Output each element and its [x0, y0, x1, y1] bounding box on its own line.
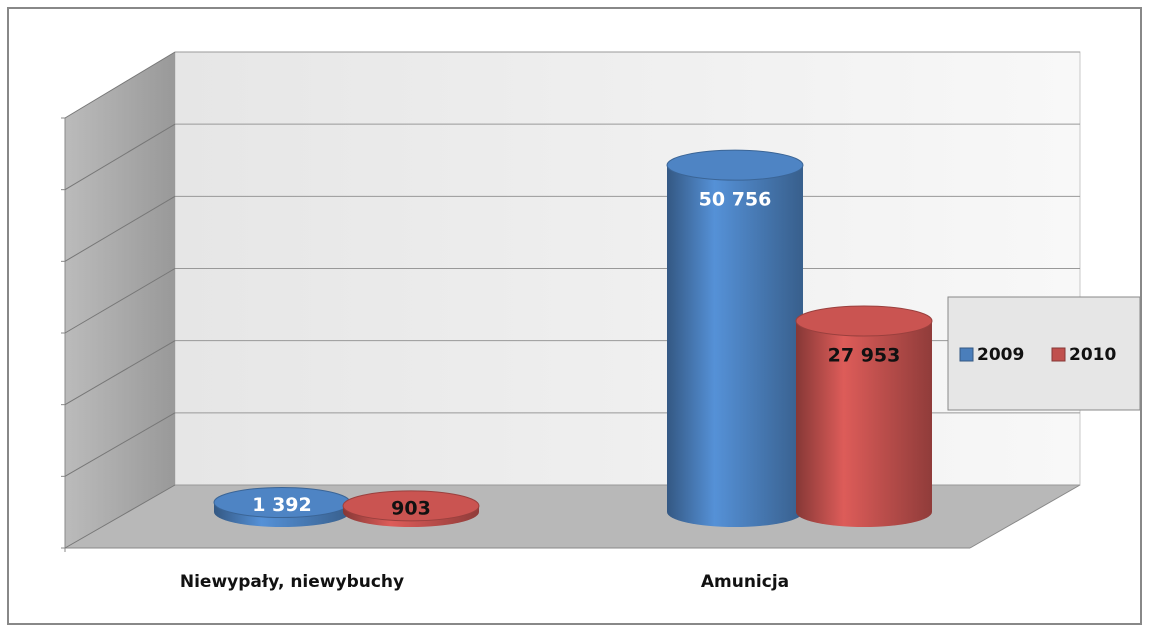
grid-line-side	[64, 195, 176, 262]
grid-line-side	[64, 123, 176, 191]
legend-label: 2010	[1069, 345, 1116, 365]
grid-line-side	[64, 412, 176, 477]
x-tick-label: Niewypały, niewybuchy	[180, 572, 404, 592]
bar	[795, 305, 933, 527]
bar	[342, 490, 480, 527]
data-label: 903	[391, 497, 431, 519]
cylinder-top	[342, 490, 480, 522]
cylinder-body	[796, 320, 932, 527]
grid-line-side	[64, 340, 176, 406]
data-label: 27 953	[828, 344, 901, 366]
cylinder-top	[666, 149, 804, 181]
grid-line-side	[64, 51, 176, 119]
bar	[666, 149, 804, 527]
legend-label: 2009	[977, 345, 1024, 365]
x-axis-depth	[969, 484, 1081, 549]
grid-line-side	[64, 484, 176, 549]
bar	[213, 486, 351, 527]
data-label: 1 392	[252, 494, 312, 516]
data-label: 50 756	[699, 189, 772, 211]
cylinder-body	[667, 165, 803, 527]
cylinder-top	[795, 305, 933, 337]
legend-swatch	[1051, 347, 1066, 362]
legend	[947, 296, 1141, 411]
x-tick-label: Amunicja	[701, 572, 789, 592]
legend-swatch	[959, 347, 974, 362]
side-wall	[65, 52, 175, 548]
grid-line-side	[64, 268, 176, 334]
